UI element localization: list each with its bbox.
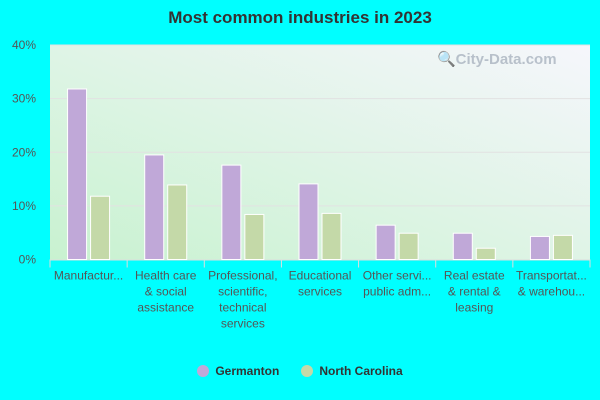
x-category-label: Real estate & rental & leasing — [444, 269, 505, 315]
x-category-label: Professional, scientific, technical service… — [208, 269, 277, 331]
y-tick-label: 10% — [12, 199, 36, 213]
bar-germanton — [221, 164, 242, 260]
bar-north-carolina — [167, 184, 188, 260]
bar-germanton — [144, 154, 165, 260]
bar-germanton — [529, 235, 550, 261]
bar-north-carolina — [244, 213, 265, 260]
legend-swatch — [197, 365, 210, 377]
bar-germanton — [452, 232, 473, 261]
bar-north-carolina — [398, 232, 419, 261]
x-category-label: Manufactur... — [54, 269, 123, 283]
watermark-logo: 🔍City-Data.com — [437, 51, 557, 68]
y-tick-label: 20% — [12, 145, 36, 159]
bar-germanton — [67, 88, 88, 260]
x-category-label: Transportat... & warehou... — [516, 269, 587, 299]
legend-swatch — [301, 365, 314, 377]
y-tick-label: 0% — [19, 253, 37, 267]
chart-title: Most common industries in 2023 — [168, 8, 432, 27]
bar-germanton — [298, 183, 319, 260]
bar-north-carolina — [321, 212, 342, 261]
bar-germanton — [375, 224, 396, 260]
y-tick-label: 30% — [12, 92, 36, 106]
legend-item-north-carolina: North Carolina — [301, 364, 403, 378]
legend-label: North Carolina — [319, 364, 403, 378]
bar-north-carolina — [90, 195, 111, 261]
x-category-label: Other servi... public adm... — [363, 269, 432, 299]
x-category-label: Educational services — [289, 269, 352, 299]
legend-item-germanton: Germanton — [197, 364, 279, 378]
bar-north-carolina — [552, 234, 573, 260]
legend: Germanton North Carolina — [0, 364, 600, 378]
bar-north-carolina — [475, 247, 496, 261]
x-category-label: Health care & social assistance — [135, 269, 197, 315]
legend-label: Germanton — [215, 364, 280, 378]
y-tick-label: 40% — [12, 38, 36, 52]
